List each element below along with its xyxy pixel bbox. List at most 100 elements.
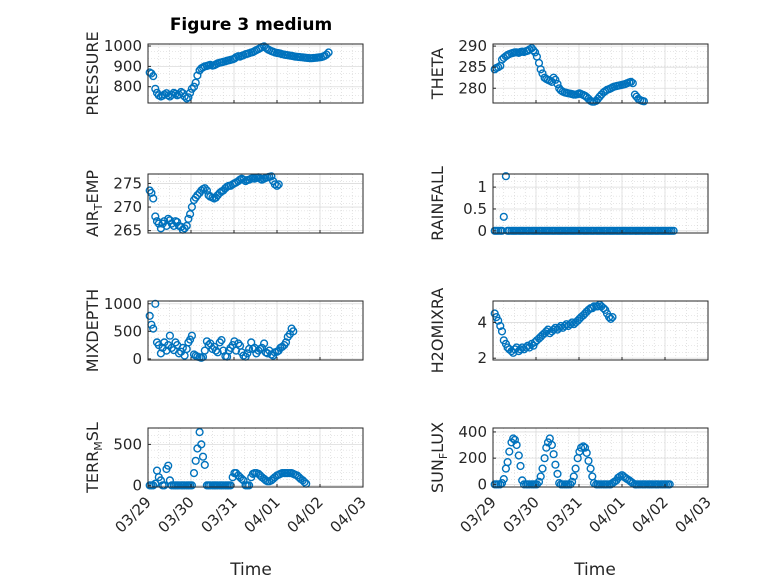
y-tick-label: 1000 — [104, 295, 142, 313]
data-point — [272, 181, 282, 190]
axes-background — [493, 174, 708, 233]
data-point — [322, 50, 331, 59]
y-tick-label: 400 — [458, 423, 487, 441]
y-tick-label: 800 — [113, 78, 142, 96]
subplot-terr-msl: 0 500 03/29 03/30 03/31 04/01 04/02 04/03 TERRMS… — [83, 422, 370, 536]
data-point — [182, 94, 191, 103]
axes-frame — [492, 173, 709, 234]
data-point — [566, 320, 575, 329]
data-point — [239, 476, 248, 485]
y-axis-label: TERRMSL — [83, 422, 105, 494]
data-point — [538, 69, 547, 78]
data-point — [186, 88, 195, 97]
data-point — [193, 191, 202, 200]
data-point — [149, 71, 158, 81]
data-point — [178, 343, 187, 353]
data-point — [189, 82, 199, 91]
y-tick-label: 2 — [477, 349, 487, 367]
y-tick-label: 290 — [458, 37, 487, 55]
x-tick-label: 04/01 — [586, 493, 629, 536]
y-axis-label: RAINFALL — [428, 166, 447, 241]
data-point — [189, 469, 199, 478]
axes-frame — [492, 300, 709, 361]
data-point — [639, 97, 649, 106]
subplot-theta: 280 285 290 THETA — [428, 37, 709, 106]
data-point — [509, 434, 518, 443]
data-point — [186, 335, 195, 344]
x-tick-label: 04/02 — [284, 493, 327, 536]
data-point — [197, 440, 206, 449]
data-point — [187, 331, 197, 340]
data-point — [237, 474, 246, 483]
data-point — [173, 218, 182, 227]
x-tick-label: 04/03 — [672, 493, 715, 536]
subplot-rainfall: 0 0.5 1 RAINFALL — [428, 166, 709, 241]
data-point — [186, 210, 195, 219]
data-point — [586, 464, 595, 473]
data-point — [198, 452, 208, 461]
data-point — [496, 321, 505, 331]
data-point — [588, 304, 597, 313]
x-tick-label: 03/29 — [457, 493, 500, 536]
subplot-sun-flux: 0 200 400 03/29 03/30 03/31 04/01 04/02 04/03 SUN… — [428, 422, 715, 536]
data-point — [540, 454, 549, 463]
data-point — [200, 184, 209, 193]
data-point — [575, 447, 584, 456]
y-tick-label: 0.5 — [463, 200, 487, 218]
data-point — [560, 321, 569, 331]
data-point — [187, 84, 197, 93]
data-point — [530, 48, 540, 57]
data-point — [553, 469, 562, 479]
y-axis-label: AIRTEMP — [83, 170, 105, 237]
data-point — [187, 481, 197, 490]
data-point — [187, 202, 197, 212]
data-point — [243, 349, 252, 358]
data-point — [501, 172, 511, 181]
data-point — [608, 313, 617, 322]
data-point — [180, 224, 189, 233]
axes-frame — [147, 300, 364, 361]
data-point — [551, 75, 560, 84]
subplot-air-temp: 265 270 275 AIRTEMP — [83, 170, 364, 240]
axes-frame — [147, 43, 364, 104]
data-point — [499, 212, 508, 221]
data-point — [180, 92, 189, 101]
figure-title: Figure 3 medium — [170, 15, 332, 35]
y-tick-label: 500 — [113, 322, 142, 340]
data-point — [324, 48, 333, 57]
data-point — [151, 84, 160, 93]
y-tick-label: 265 — [113, 222, 142, 240]
x-tick-label: 03/30 — [155, 493, 198, 536]
y-tick-label: 0 — [477, 222, 487, 240]
data-point — [567, 318, 577, 327]
data-point — [567, 477, 577, 486]
data-point — [582, 448, 591, 458]
y-axis-label: THETA — [428, 48, 447, 100]
data-point — [267, 172, 276, 181]
data-point — [494, 316, 503, 325]
y-tick-label: 1 — [477, 178, 487, 196]
x-tick-label: 03/31 — [543, 493, 586, 536]
data-point — [665, 480, 674, 489]
data-point — [628, 79, 637, 88]
data-point — [547, 440, 557, 450]
x-tick-label: 04/02 — [629, 493, 672, 536]
axes-frame — [147, 173, 364, 234]
y-axis-label: H2OMIXRA — [428, 288, 447, 374]
data-point — [265, 346, 274, 355]
data-point — [534, 477, 544, 486]
y-tick-label: 500 — [113, 435, 142, 453]
data-point — [499, 475, 508, 484]
data-point — [553, 79, 562, 89]
data-point — [245, 481, 254, 490]
data-point — [217, 336, 226, 345]
axes-background — [148, 428, 363, 487]
x-tick-label: 03/30 — [500, 493, 543, 536]
y-tick-label: 275 — [113, 174, 142, 192]
data-point — [580, 443, 590, 452]
data-point — [200, 460, 209, 470]
data-point — [145, 311, 154, 321]
data-point — [234, 339, 243, 348]
